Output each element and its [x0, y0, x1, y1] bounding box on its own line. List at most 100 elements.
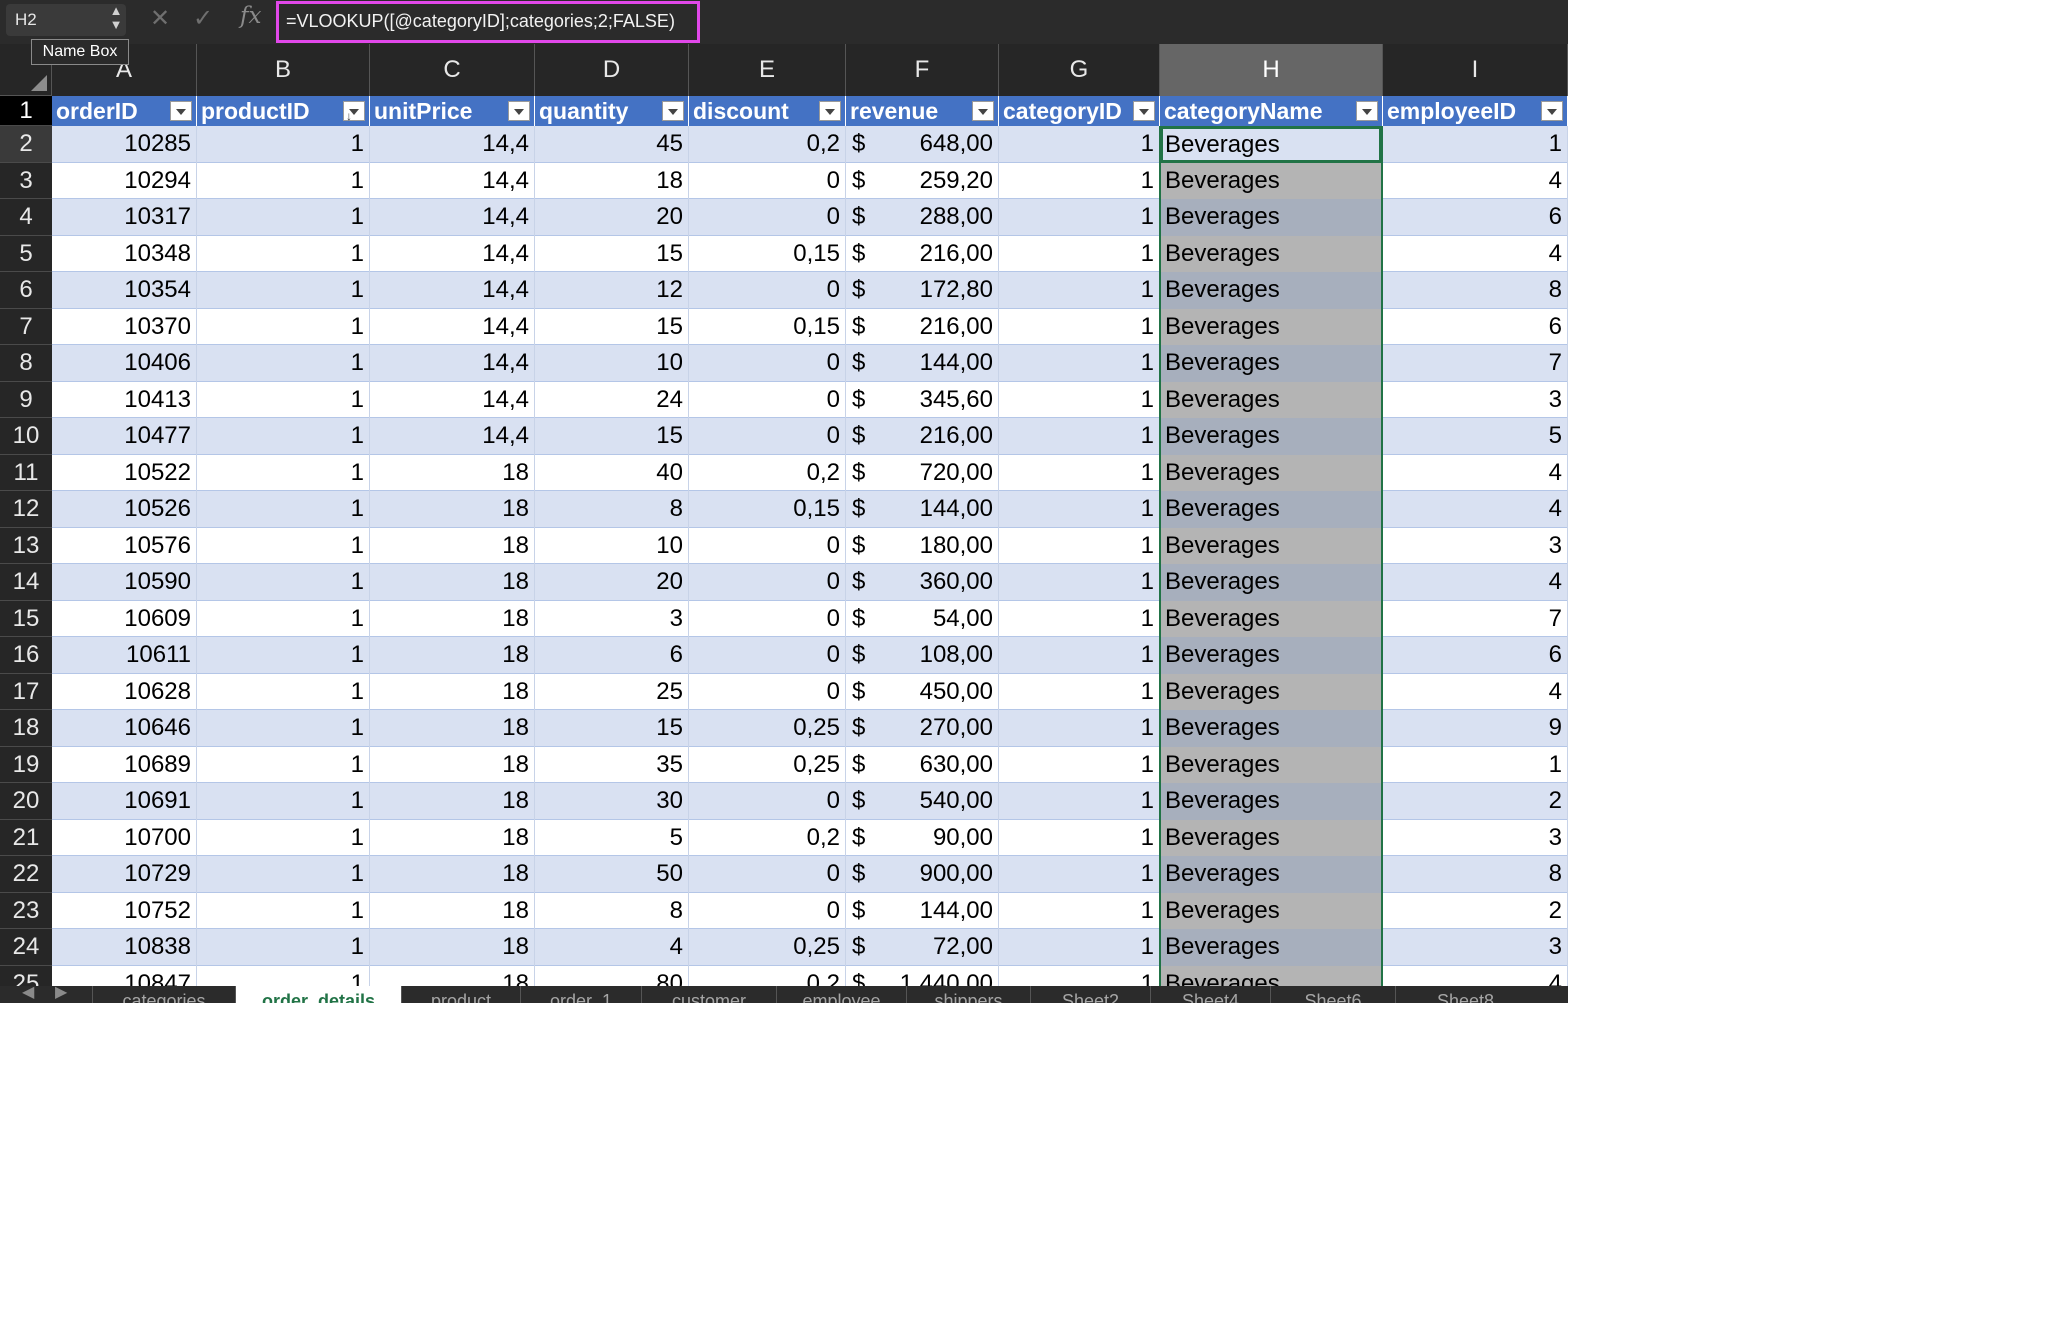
row-header-24[interactable]: 24 [0, 929, 52, 966]
unitPrice-cell[interactable]: 18 [370, 783, 535, 820]
discount-cell[interactable]: 0,15 [689, 491, 846, 528]
filter-dropdown-icon[interactable] [972, 101, 994, 121]
quantity-cell[interactable]: 15 [535, 235, 689, 272]
employeeID-cell[interactable]: 6 [1383, 637, 1568, 674]
categoryID-cell[interactable]: 1 [999, 491, 1160, 528]
quantity-cell[interactable]: 20 [535, 199, 689, 236]
revenue-cell[interactable]: $216,00 [846, 418, 999, 455]
discount-cell[interactable]: 0 [689, 272, 846, 309]
productID-cell[interactable]: 1 [197, 710, 370, 747]
sheet-tab-Sheet2[interactable]: Sheet2 [1030, 986, 1150, 1003]
category-name-cell[interactable]: Beverages [1160, 929, 1383, 966]
row-header-9[interactable]: 9 [0, 381, 52, 418]
categoryID-cell[interactable]: 1 [999, 564, 1160, 601]
productID-cell[interactable]: 1 [197, 272, 370, 309]
productID-cell[interactable]: 1 [197, 527, 370, 564]
productID-cell[interactable]: 1 [197, 381, 370, 418]
orderID-cell[interactable]: 10413 [52, 381, 197, 418]
categoryID-cell[interactable]: 1 [999, 892, 1160, 929]
row-header-1[interactable]: 1 [0, 96, 52, 126]
employeeID-cell[interactable]: 2 [1383, 892, 1568, 929]
row-header-22[interactable]: 22 [0, 856, 52, 893]
row-header-14[interactable]: 14 [0, 564, 52, 601]
productID-cell[interactable]: 1 [197, 637, 370, 674]
quantity-cell[interactable]: 50 [535, 856, 689, 893]
employeeID-cell[interactable]: 4 [1383, 162, 1568, 199]
categoryID-cell[interactable]: 1 [999, 673, 1160, 710]
employeeID-cell[interactable]: 3 [1383, 819, 1568, 856]
employeeID-cell[interactable]: 9 [1383, 710, 1568, 747]
tab-prev-icon[interactable]: ◀ [22, 986, 35, 1001]
filter-dropdown-icon[interactable] [508, 101, 530, 121]
unitPrice-cell[interactable]: 18 [370, 600, 535, 637]
unitPrice-cell[interactable]: 18 [370, 819, 535, 856]
category-name-cell[interactable]: Beverages [1160, 637, 1383, 674]
quantity-cell[interactable]: 8 [535, 491, 689, 528]
discount-cell[interactable]: 0,25 [689, 710, 846, 747]
sheet-tab-Sheet4[interactable]: Sheet4 [1150, 986, 1270, 1003]
employeeID-cell[interactable]: 1 [1383, 126, 1568, 163]
quantity-cell[interactable]: 20 [535, 564, 689, 601]
unitPrice-cell[interactable]: 18 [370, 856, 535, 893]
orderID-cell[interactable]: 10590 [52, 564, 197, 601]
productID-cell[interactable]: 1 [197, 418, 370, 455]
orderID-cell[interactable]: 10576 [52, 527, 197, 564]
orderID-cell[interactable]: 10348 [52, 235, 197, 272]
sheet-tab-order_1[interactable]: order_1 [520, 986, 641, 1003]
quantity-cell[interactable]: 15 [535, 308, 689, 345]
employeeID-cell[interactable]: 4 [1383, 564, 1568, 601]
quantity-cell[interactable]: 35 [535, 746, 689, 783]
row-header-19[interactable]: 19 [0, 746, 52, 783]
category-name-cell[interactable]: Beverages [1160, 892, 1383, 929]
orderID-cell[interactable]: 10628 [52, 673, 197, 710]
column-header-d[interactable]: D [535, 44, 689, 96]
unitPrice-cell[interactable]: 14,4 [370, 272, 535, 309]
revenue-cell[interactable]: $259,20 [846, 162, 999, 199]
quantity-cell[interactable]: 18 [535, 162, 689, 199]
orderID-cell[interactable]: 10370 [52, 308, 197, 345]
unitPrice-cell[interactable]: 18 [370, 491, 535, 528]
revenue-cell[interactable]: $288,00 [846, 199, 999, 236]
column-header-e[interactable]: E [689, 44, 846, 96]
productID-cell[interactable]: 1 [197, 783, 370, 820]
employeeID-cell[interactable]: 3 [1383, 527, 1568, 564]
orderID-cell[interactable]: 10691 [52, 783, 197, 820]
category-name-cell[interactable]: Beverages [1160, 162, 1383, 199]
quantity-cell[interactable]: 30 [535, 783, 689, 820]
quantity-cell[interactable]: 5 [535, 819, 689, 856]
categoryID-cell[interactable]: 1 [999, 929, 1160, 966]
discount-cell[interactable]: 0 [689, 527, 846, 564]
filter-dropdown-icon[interactable] [1133, 101, 1155, 121]
unitPrice-cell[interactable]: 14,4 [370, 418, 535, 455]
category-name-cell[interactable]: Beverages [1160, 710, 1383, 747]
orderID-cell[interactable]: 10354 [52, 272, 197, 309]
unitPrice-cell[interactable]: 18 [370, 710, 535, 747]
revenue-cell[interactable]: $90,00 [846, 819, 999, 856]
discount-cell[interactable]: 0 [689, 673, 846, 710]
discount-cell[interactable]: 0 [689, 381, 846, 418]
revenue-cell[interactable]: $450,00 [846, 673, 999, 710]
sheet-tab-Sheet6[interactable]: Sheet6 [1270, 986, 1395, 1003]
row-header-21[interactable]: 21 [0, 819, 52, 856]
name-box-stepper-icon[interactable]: ▲ ▼ [109, 3, 123, 32]
orderID-cell[interactable]: 10646 [52, 710, 197, 747]
employeeID-cell[interactable]: 6 [1383, 199, 1568, 236]
revenue-cell[interactable]: $270,00 [846, 710, 999, 747]
row-header-7[interactable]: 7 [0, 308, 52, 345]
worksheet-grid[interactable]: orderID productID unitPrice quantity discoun… [52, 96, 1568, 986]
row-header-23[interactable]: 23 [0, 892, 52, 929]
unitPrice-cell[interactable]: 14,4 [370, 199, 535, 236]
category-name-cell[interactable]: Beverages [1160, 600, 1383, 637]
sheet-tab-product[interactable]: product [401, 986, 520, 1003]
column-header-h[interactable]: H [1160, 44, 1383, 96]
categoryID-cell[interactable]: 1 [999, 710, 1160, 747]
categoryID-cell[interactable]: 1 [999, 235, 1160, 272]
orderID-cell[interactable]: 10752 [52, 892, 197, 929]
row-header-12[interactable]: 12 [0, 491, 52, 528]
employeeID-cell[interactable]: 6 [1383, 308, 1568, 345]
sort-filter-icon[interactable] [343, 101, 365, 131]
unitPrice-cell[interactable]: 18 [370, 637, 535, 674]
discount-cell[interactable]: 0 [689, 856, 846, 893]
unitPrice-cell[interactable]: 14,4 [370, 162, 535, 199]
category-name-cell[interactable]: Beverages [1160, 673, 1383, 710]
